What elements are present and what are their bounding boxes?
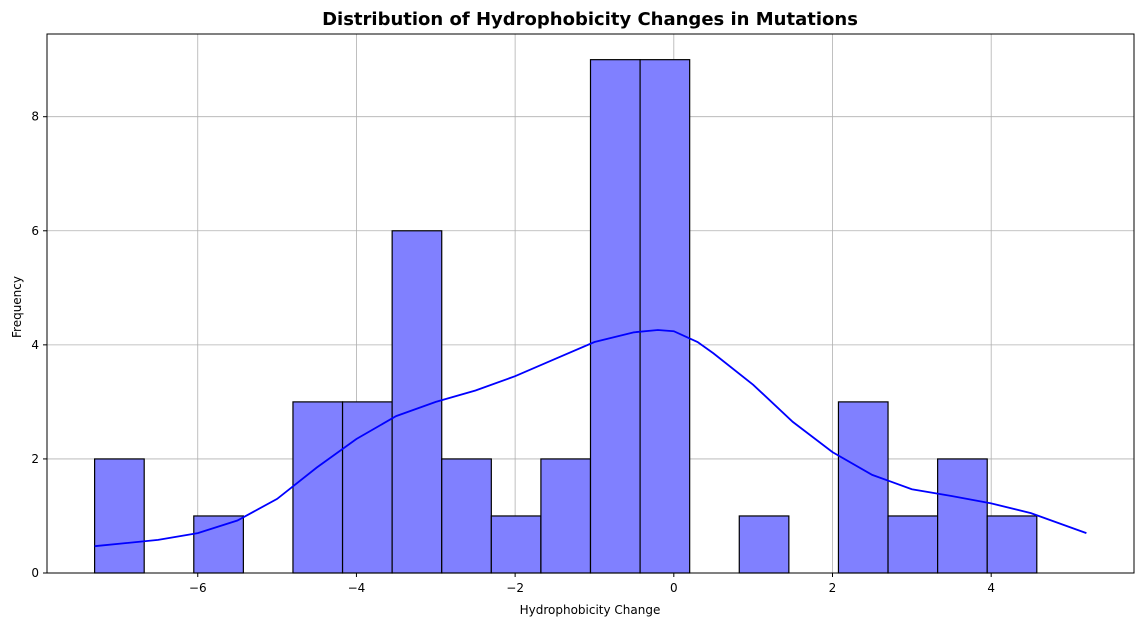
- y-tick-label: 8: [31, 110, 39, 124]
- y-tick-label: 4: [31, 338, 39, 352]
- kde-curve: [94, 329, 1087, 548]
- histogram-bar: [986, 515, 1038, 574]
- histogram-bar: [490, 515, 542, 574]
- histogram-bar: [193, 515, 244, 574]
- histogram-bar: [937, 458, 988, 574]
- x-axis-label: Hydrophobicity Change: [520, 603, 661, 617]
- histogram-bars: [94, 59, 1038, 574]
- plot-frame: [46, 33, 1135, 574]
- histogram-bar: [887, 515, 939, 574]
- histogram-bar: [540, 458, 592, 574]
- y-axis-ticks: 0 2 4 6 8: [31, 110, 47, 580]
- chart-title: Distribution of Hydrophobicity Changes i…: [322, 9, 858, 30]
- y-axis-label: Frequency: [10, 276, 24, 338]
- x-tick-label: 2: [829, 581, 837, 595]
- histogram-bar: [589, 59, 641, 574]
- histogram-bar: [292, 401, 344, 574]
- histogram-bar: [837, 401, 889, 574]
- histogram-bar: [94, 458, 145, 574]
- histogram-bar: [738, 515, 790, 574]
- histogram-bar: [341, 401, 393, 574]
- x-axis-ticks: −6 −4 −2 0 2 4: [189, 573, 995, 595]
- x-tick-label: 4: [987, 581, 995, 595]
- histogram-bar: [639, 59, 691, 574]
- x-tick-label: −2: [506, 581, 524, 595]
- y-tick-label: 6: [31, 224, 39, 238]
- x-tick-label: −6: [189, 581, 207, 595]
- histogram-bar: [441, 458, 492, 574]
- x-tick-label: −4: [348, 581, 366, 595]
- y-tick-label: 0: [31, 566, 39, 580]
- x-tick-label: 0: [670, 581, 678, 595]
- y-tick-label: 2: [31, 452, 39, 466]
